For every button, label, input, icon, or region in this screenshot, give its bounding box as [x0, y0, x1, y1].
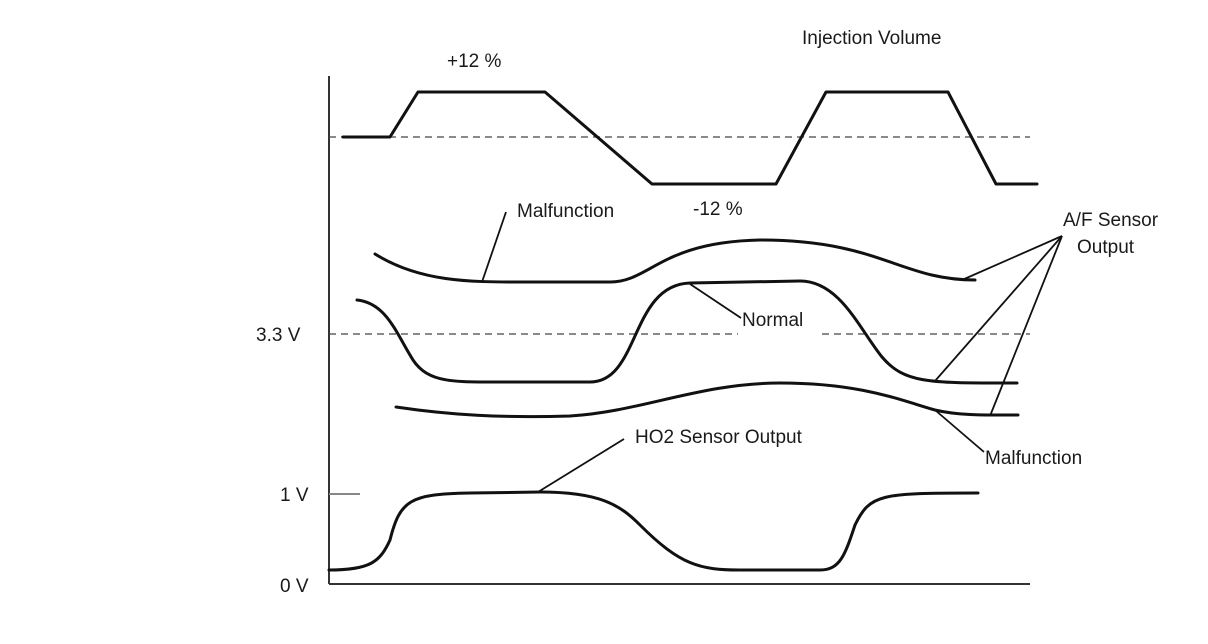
malfunction-upper-label: Malfunction: [517, 201, 614, 222]
malfunction-lower-label: Malfunction: [985, 448, 1082, 469]
af-sensor-malfunction-lower-curve: [394, 381, 1020, 419]
af-sensor-leader-3: [989, 235, 1063, 417]
ho2-sensor-label: HO2 Sensor Output: [635, 427, 803, 448]
injection-volume-title: Injection Volume: [802, 28, 941, 49]
ho2-sensor-leader: [537, 438, 625, 493]
ho2-sensor-curve: [327, 490, 980, 572]
y-label-3-3v: 3.3 V: [256, 325, 301, 346]
injection-high-label: +12 %: [447, 51, 502, 72]
y-label-0v: 0 V: [280, 576, 309, 597]
af-sensor-label-line1: A/F Sensor: [1063, 210, 1159, 231]
af-sensor-leader-2: [934, 235, 1063, 382]
af-sensor-malfunction-upper-curve: [373, 238, 977, 284]
injection-low-label: -12 %: [693, 199, 743, 220]
injection-volume-waveform: [341, 90, 1039, 186]
af-sensor-label-line2: Output: [1077, 237, 1135, 258]
malfunction-upper-leader: [481, 211, 507, 283]
af-sensor-normal-curve: [355, 279, 1019, 385]
normal-label: Normal: [742, 310, 803, 331]
malfunction-lower-leader: [934, 409, 985, 453]
af-sensor-leader-1: [961, 235, 1063, 281]
normal-leader: [689, 283, 742, 319]
y-label-1v: 1 V: [280, 485, 309, 506]
